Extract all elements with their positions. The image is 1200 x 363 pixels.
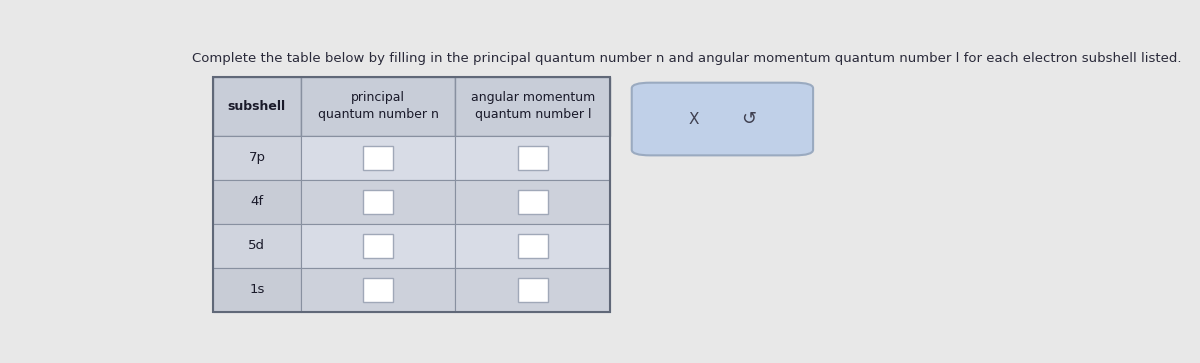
Bar [301, 180, 456, 224]
Bar [301, 136, 456, 180]
Bar [456, 136, 611, 180]
Bar [456, 77, 611, 136]
Text: ↺: ↺ [740, 110, 756, 128]
Bar [214, 77, 301, 136]
Bar [518, 190, 547, 214]
Bar [214, 136, 301, 180]
Bar [214, 268, 301, 312]
Text: 4f: 4f [251, 195, 264, 208]
Bar [214, 224, 301, 268]
Bar [214, 77, 611, 312]
Bar [456, 224, 611, 268]
Bar [364, 190, 392, 214]
Bar [518, 146, 547, 170]
Bar [364, 146, 392, 170]
Text: 1s: 1s [250, 284, 265, 296]
Text: Complete the table below by filling in the principal quantum number n and angula: Complete the table below by filling in t… [192, 52, 1181, 65]
Bar [456, 268, 611, 312]
Bar [364, 234, 392, 258]
Bar [518, 278, 547, 302]
Bar [301, 268, 456, 312]
Text: subshell: subshell [228, 100, 286, 113]
Bar [456, 180, 611, 224]
Text: principal
quantum number n: principal quantum number n [318, 91, 438, 122]
Bar [214, 180, 301, 224]
Bar [301, 77, 456, 136]
Text: X: X [689, 111, 698, 127]
Text: angular momentum
quantum number l: angular momentum quantum number l [470, 91, 595, 122]
Bar [364, 278, 392, 302]
FancyBboxPatch shape [631, 83, 814, 155]
Text: 7p: 7p [248, 151, 265, 164]
Text: 5d: 5d [248, 239, 265, 252]
Bar [518, 234, 547, 258]
Bar [301, 224, 456, 268]
